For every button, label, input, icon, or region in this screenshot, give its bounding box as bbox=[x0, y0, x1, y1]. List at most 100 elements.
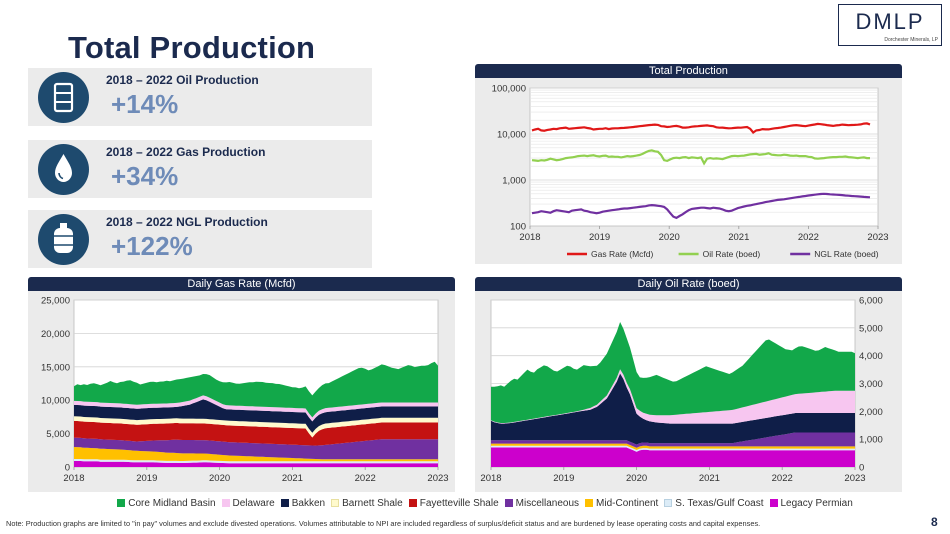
legend-label: Barnett Shale bbox=[342, 497, 403, 509]
area-barnett-shale bbox=[74, 416, 438, 438]
y-tick-label: 0 bbox=[65, 463, 70, 474]
x-tick-label: 2021 bbox=[282, 473, 303, 484]
legend-label: Fayetteville Shale bbox=[419, 497, 499, 509]
area-s-texas-gulf-coast bbox=[491, 445, 855, 452]
area-miscellaneous bbox=[491, 432, 855, 448]
legend-swatch bbox=[280, 499, 289, 507]
page-number: 8 bbox=[931, 515, 938, 529]
y-tick-label: 2,000 bbox=[859, 407, 883, 418]
x-tick-label: 2019 bbox=[553, 473, 574, 484]
legend-item: Delaware bbox=[221, 497, 275, 509]
y-tick-label: 100,000 bbox=[492, 84, 526, 95]
x-tick-label: 2019 bbox=[589, 232, 610, 243]
legend-item: Fayetteville Shale bbox=[408, 497, 499, 509]
x-tick-label: 2022 bbox=[798, 232, 819, 243]
line-gas-rate bbox=[531, 122, 871, 134]
stat-value: +122% bbox=[111, 231, 193, 261]
line-oil-rate bbox=[531, 149, 870, 166]
legend-item: Core Midland Basin bbox=[117, 497, 216, 509]
x-tick-label: 2023 bbox=[867, 232, 888, 243]
area-fayetteville-shale bbox=[74, 420, 438, 446]
legend-item: Bakken bbox=[280, 497, 326, 509]
area-core-midland-basin bbox=[74, 361, 438, 418]
total-production-header: Total Production bbox=[475, 64, 902, 78]
area-mid-continent bbox=[74, 447, 438, 462]
logo-wordmark: DMLP bbox=[855, 9, 925, 34]
y-tick-label: 10,000 bbox=[497, 130, 526, 141]
x-tick-label: 2020 bbox=[209, 473, 230, 484]
area-s-texas-gulf-coast bbox=[74, 459, 438, 464]
stat-value: +14% bbox=[111, 89, 179, 119]
x-tick-label: 2020 bbox=[659, 232, 680, 243]
x-tick-label: 2018 bbox=[519, 232, 540, 243]
x-tick-label: 2018 bbox=[480, 473, 501, 484]
legend-label: NGL Rate (boed) bbox=[814, 249, 879, 259]
legend-label: Delaware bbox=[232, 497, 275, 509]
legend-swatch bbox=[585, 499, 594, 507]
ngl-tank-icon bbox=[38, 214, 89, 265]
oil-barrel-icon bbox=[38, 72, 89, 123]
legend-label: Legacy Permian bbox=[780, 497, 853, 509]
area-miscellaneous bbox=[74, 437, 438, 460]
basin-legend: Core Midland Basin Delaware Bakken Barne… bbox=[60, 496, 910, 510]
legend-label: Bakken bbox=[291, 497, 326, 509]
legend-swatch bbox=[504, 499, 513, 507]
stat-value: +34% bbox=[111, 161, 179, 191]
stat-label: 2018 – 2022 Oil Production bbox=[106, 73, 259, 87]
page-title: Total Production bbox=[68, 30, 316, 65]
stat-card-ngl: 2018 – 2022 NGL Production +122% bbox=[28, 210, 372, 268]
legend-swatch bbox=[117, 499, 126, 507]
plot-area bbox=[529, 87, 879, 227]
area-legacy-permian bbox=[491, 447, 855, 467]
legend-label: S. Texas/Gulf Coast bbox=[675, 497, 764, 509]
legend-item: S. Texas/Gulf Coast bbox=[664, 497, 764, 509]
y-tick-label: 5,000 bbox=[46, 429, 70, 440]
legend-swatch bbox=[664, 499, 673, 507]
x-tick-label: 2018 bbox=[63, 473, 84, 484]
area-legacy-permian bbox=[74, 461, 438, 467]
area-delaware bbox=[491, 369, 855, 424]
area-bakken bbox=[74, 399, 438, 433]
y-tick-label: 4,000 bbox=[859, 351, 883, 362]
x-tick-label: 2021 bbox=[699, 473, 720, 484]
x-tick-label: 2023 bbox=[844, 473, 865, 484]
legend-swatch bbox=[331, 499, 340, 507]
legend-label: Oil Rate (boed) bbox=[703, 249, 761, 259]
y-tick-label: 5,000 bbox=[859, 323, 883, 334]
area-bakken bbox=[491, 373, 855, 445]
legend-label: Miscellaneous bbox=[515, 497, 580, 509]
y-tick-label: 25,000 bbox=[41, 296, 70, 307]
y-tick-label: 20,000 bbox=[41, 329, 70, 340]
y-tick-label: 10,000 bbox=[41, 396, 70, 407]
legend-item: Mid-Continent bbox=[585, 498, 658, 509]
legend-item: Miscellaneous bbox=[504, 497, 580, 509]
oil-rate-chart: 0 1,000 2,000 3,000 4,000 5,000 6,000 2018 2019 2… bbox=[475, 291, 902, 492]
company-logo: DMLP Dorchester Minerals, LP bbox=[838, 4, 942, 46]
legend-item: Barnett Shale bbox=[331, 498, 403, 509]
legend-swatch bbox=[221, 499, 230, 507]
line-ngl-rate bbox=[531, 192, 871, 220]
area-mid-continent bbox=[491, 443, 855, 450]
legend-label: Core Midland Basin bbox=[128, 497, 216, 509]
x-tick-label: 2020 bbox=[626, 473, 647, 484]
stat-card-gas: 2018 – 2022 Gas Production +34% bbox=[28, 140, 372, 198]
y-tick-label: 15,000 bbox=[41, 362, 70, 373]
y-tick-label: 1,000 bbox=[502, 176, 526, 187]
x-tick-label: 2021 bbox=[728, 232, 749, 243]
gas-rate-header: Daily Gas Rate (Mcfd) bbox=[28, 277, 455, 291]
stat-label: 2018 – 2022 NGL Production bbox=[106, 215, 268, 229]
stat-card-oil: 2018 – 2022 Oil Production +14% bbox=[28, 68, 372, 126]
stat-label: 2018 – 2022 Gas Production bbox=[106, 145, 266, 159]
gas-rate-chart: 0 5,000 10,000 15,000 20,000 25,000 2018 2019 20… bbox=[28, 291, 455, 492]
legend-label: Mid-Continent bbox=[596, 497, 659, 509]
gas-drop-icon bbox=[38, 144, 89, 195]
legend-swatch bbox=[408, 499, 417, 507]
x-tick-label: 2023 bbox=[427, 473, 448, 484]
y-tick-label: 1,000 bbox=[859, 435, 883, 446]
logo-company-name: Dorchester Minerals, LP bbox=[884, 37, 938, 43]
total-production-chart: 100 1,000 10,000 100,000 2018 2019 2020 2021 202… bbox=[475, 78, 902, 264]
legend-label: Gas Rate (Mcfd) bbox=[591, 249, 654, 259]
area-delaware bbox=[74, 395, 438, 422]
legend-swatch bbox=[769, 499, 778, 507]
y-tick-label: 6,000 bbox=[859, 296, 883, 307]
